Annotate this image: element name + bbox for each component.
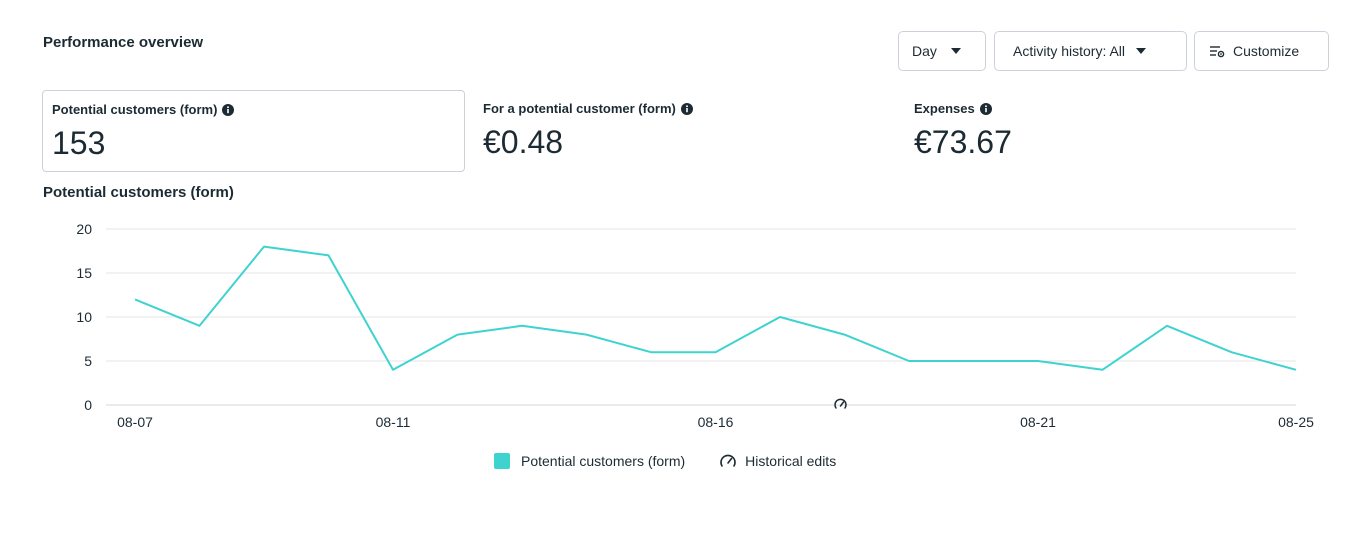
- y-tick-label: 10: [76, 309, 92, 325]
- customize-icon: [1210, 46, 1225, 58]
- legend-label: Potential customers (form): [521, 453, 686, 469]
- day-dropdown-label: Day: [912, 43, 937, 59]
- x-tick-label: 08-11: [376, 414, 411, 430]
- day-dropdown[interactable]: Day: [898, 31, 986, 71]
- caret-down-icon: [1136, 48, 1147, 54]
- metric-label: Potential customers (form): [52, 102, 218, 117]
- legend-item-historical-edits[interactable]: Historical edits: [719, 453, 836, 469]
- y-tick-label: 15: [76, 265, 92, 281]
- x-tick-label: 08-16: [698, 414, 734, 430]
- customize-button[interactable]: Customize: [1194, 31, 1329, 71]
- metric-card-cost-per-customer[interactable]: For a potential customer (form) €0.48: [483, 90, 883, 172]
- y-tick-label: 20: [76, 221, 92, 237]
- gauge-icon: [720, 454, 736, 467]
- metric-card-potential-customers[interactable]: Potential customers (form) 153: [42, 90, 465, 172]
- activity-history-label: Activity history: All: [1013, 43, 1126, 59]
- caret-down-icon: [950, 48, 961, 54]
- metric-value: €0.48: [483, 124, 564, 160]
- metric-label: Expenses: [914, 101, 975, 116]
- line-chart: 0 5 10 15 20 08-07 08-11 08-16 08-21 08-25: [76, 221, 1314, 430]
- page-title: Performance overview: [43, 34, 204, 51]
- x-tick-label: 08-25: [1278, 414, 1314, 430]
- metric-value: €73.67: [914, 124, 1012, 160]
- legend-item-series[interactable]: Potential customers (form): [494, 453, 685, 469]
- historical-edit-marker[interactable]: [834, 398, 847, 409]
- info-icon[interactable]: [680, 102, 693, 115]
- metric-card-expenses[interactable]: Expenses €73.67: [914, 90, 1314, 172]
- metric-label: For a potential customer (form): [483, 101, 676, 116]
- info-icon[interactable]: [222, 103, 235, 116]
- info-icon[interactable]: [979, 102, 992, 115]
- x-tick-label: 08-21: [1020, 414, 1056, 430]
- y-tick-label: 5: [84, 353, 92, 369]
- chart-title: Potential customers (form): [43, 184, 234, 201]
- customize-label: Customize: [1233, 43, 1300, 59]
- toolbar: Day Activity history: All Customize: [0, 31, 1350, 73]
- legend-label: Historical edits: [745, 453, 837, 469]
- metric-value: 153: [52, 125, 106, 161]
- legend-swatch: [494, 453, 510, 469]
- x-tick-label: 08-07: [117, 414, 153, 430]
- chart-legend: Potential customers (form) Historical ed…: [494, 451, 836, 471]
- y-tick-label: 0: [84, 397, 92, 413]
- activity-history-dropdown[interactable]: Activity history: All: [994, 31, 1187, 71]
- series-line: [134, 245, 1297, 371]
